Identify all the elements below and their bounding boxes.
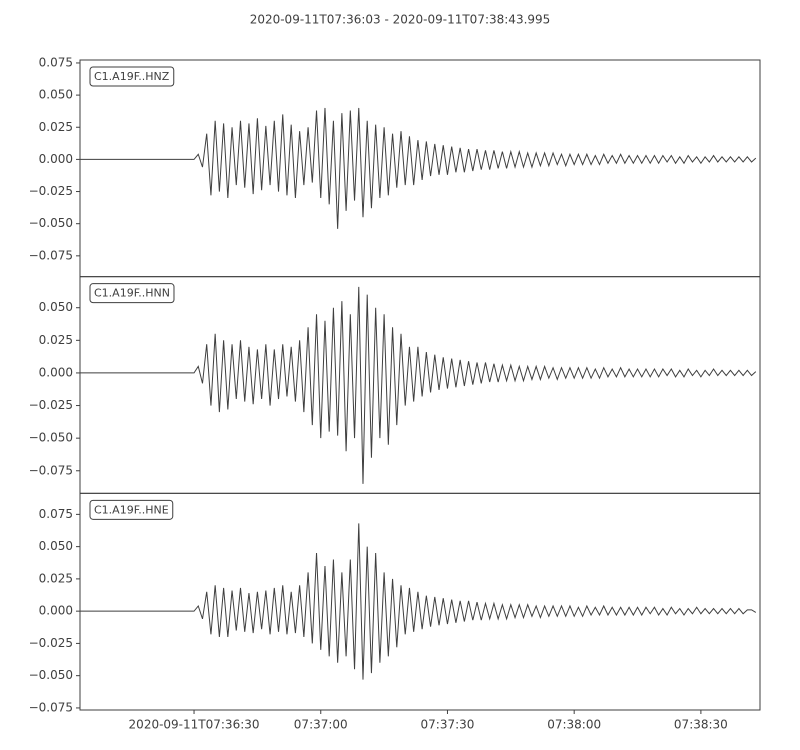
trace-label-box	[89, 283, 175, 304]
trace-label: C1.A19F..HNN	[94, 287, 170, 300]
trace-label: C1.A19F..HNE	[94, 503, 169, 516]
y-tick-label: 0.025	[39, 571, 73, 585]
y-tick-label: −0.075	[29, 700, 73, 714]
y-tick-label: 0.000	[39, 365, 73, 379]
y-tick-label: −0.050	[29, 431, 73, 445]
x-tick-label: 07:37:30	[421, 718, 475, 732]
y-tick-label: −0.050	[29, 216, 73, 230]
x-tick-label: 2020-09-11T07:36:30	[129, 718, 260, 732]
x-tick-label: 07:37:00	[294, 718, 348, 732]
waveform	[80, 286, 757, 484]
y-tick-label: 0.025	[39, 333, 73, 347]
trace-label-box	[89, 66, 175, 87]
y-tick-label: 0.000	[39, 152, 73, 166]
y-tick-label: 0.050	[39, 88, 73, 102]
y-tick-label: 0.075	[39, 55, 73, 69]
y-tick-label: 0.025	[39, 120, 73, 134]
x-tick-label: 07:38:30	[674, 718, 728, 732]
trace-label-box	[89, 499, 174, 520]
y-tick-label: −0.075	[29, 463, 73, 477]
y-tick-label: 0.000	[39, 604, 73, 618]
y-tick-label: 0.050	[39, 539, 73, 553]
chart-title: 2020-09-11T07:36:03 - 2020-09-11T07:38:4…	[250, 13, 551, 27]
y-tick-label: −0.050	[29, 668, 73, 682]
y-tick-label: −0.025	[29, 636, 73, 650]
x-tick-label: 07:38:00	[547, 718, 601, 732]
y-tick-label: −0.025	[29, 184, 73, 198]
waveform	[80, 107, 757, 229]
waveform	[80, 523, 757, 680]
y-tick-label: −0.025	[29, 398, 73, 412]
plot-frame	[79, 492, 761, 711]
y-tick-label: −0.075	[29, 248, 73, 262]
y-tick-label: 0.050	[39, 300, 73, 314]
y-tick-label: 0.075	[39, 507, 73, 521]
trace-label: C1.A19F..HNZ	[94, 70, 170, 83]
